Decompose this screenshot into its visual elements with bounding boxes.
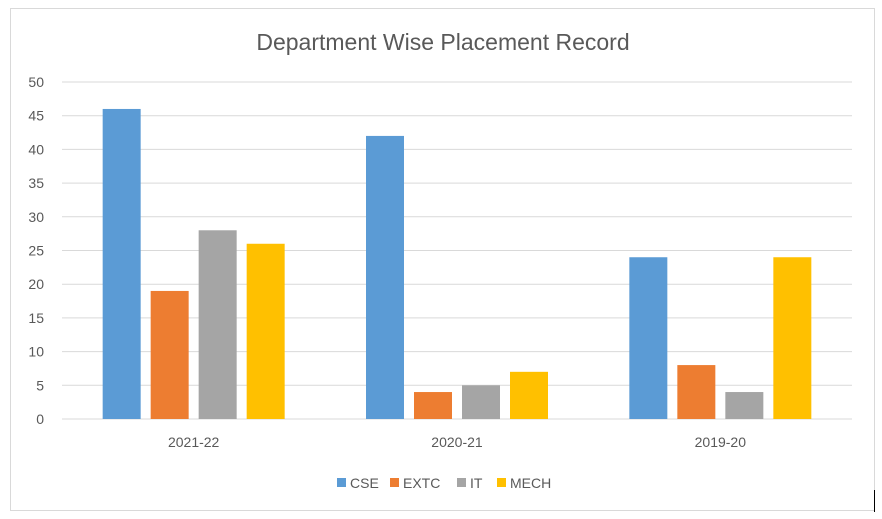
- y-tick-label: 10: [28, 344, 44, 360]
- bar-extc-2021-22: [150, 290, 189, 419]
- legend-swatch-extc: [390, 478, 399, 487]
- bar-cse-2021-22: [102, 108, 141, 420]
- legend-swatch-it: [457, 478, 466, 487]
- legend-swatch-cse: [337, 478, 346, 487]
- legend-label-it: IT: [470, 475, 483, 491]
- y-tick-label: 30: [28, 209, 44, 225]
- legend-swatch-mech: [497, 478, 506, 487]
- y-tick-label: 25: [28, 243, 44, 259]
- y-tick-label: 20: [28, 276, 44, 292]
- x-tick-label: 2020-21: [431, 434, 483, 450]
- bar-mech-2021-22: [246, 243, 285, 419]
- bar-it-2021-22: [198, 230, 237, 419]
- bar-it-2020-21: [462, 385, 500, 419]
- bar-cse-2019-20: [629, 257, 668, 419]
- legend-label-mech: MECH: [510, 475, 551, 491]
- x-tick-label: 2019-20: [695, 434, 747, 450]
- bar-cse-2020-21: [366, 135, 404, 420]
- bar-extc-2020-21: [414, 392, 452, 419]
- bar-mech-2019-20: [773, 257, 812, 419]
- chart-area: [10, 8, 875, 511]
- bar-mech-2020-21: [510, 371, 548, 419]
- legend-label-cse: CSE: [350, 475, 379, 491]
- edge-mark: [874, 490, 875, 512]
- bar-it-2019-20: [725, 392, 764, 419]
- y-tick-label: 35: [28, 175, 44, 191]
- chart-title: Department Wise Placement Record: [256, 29, 629, 55]
- y-tick-label: 15: [28, 310, 44, 326]
- y-tick-label: 40: [28, 141, 44, 157]
- legend-label-extc: EXTC: [403, 475, 440, 491]
- y-tick-label: 5: [36, 377, 44, 393]
- y-tick-label: 50: [28, 74, 44, 90]
- y-tick-label: 45: [28, 108, 44, 124]
- x-tick-label: 2021-22: [168, 434, 220, 450]
- bar-extc-2019-20: [677, 365, 716, 419]
- y-tick-label: 0: [36, 411, 44, 427]
